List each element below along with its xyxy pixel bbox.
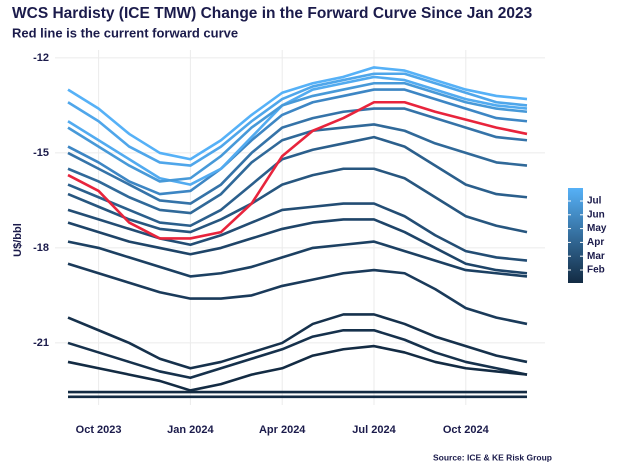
y-tick-label: -18 xyxy=(33,242,49,254)
series-line xyxy=(67,72,528,167)
series-line xyxy=(67,66,528,161)
legend-label: May xyxy=(587,223,607,234)
chart-subtitle: Red line is the current forward curve xyxy=(12,25,238,40)
series-line xyxy=(67,100,528,240)
legend-colorbar xyxy=(568,188,583,283)
series-line xyxy=(67,344,528,392)
x-tick-label: Jan 2024 xyxy=(167,424,214,436)
series-line xyxy=(67,328,528,380)
x-tick-label: Apr 2024 xyxy=(259,424,306,436)
y-tick-label: -15 xyxy=(33,147,49,159)
legend-label: Apr xyxy=(587,237,604,248)
series-line xyxy=(67,135,528,228)
series-line xyxy=(67,167,528,234)
series-line xyxy=(67,262,528,326)
series-line xyxy=(67,123,528,215)
y-axis-label: U$/bbl xyxy=(12,223,24,257)
series-line xyxy=(67,107,528,205)
series-line xyxy=(67,313,528,370)
legend-label: Mar xyxy=(587,251,605,262)
x-tick-label: Jul 2024 xyxy=(352,424,396,436)
legend-label: Jul xyxy=(587,196,602,207)
x-tick-label: Oct 2024 xyxy=(443,424,490,436)
y-tick-label: -12 xyxy=(33,52,49,64)
series-line xyxy=(67,88,528,196)
legend-label: Jun xyxy=(587,209,605,220)
series-line xyxy=(67,81,528,183)
series-line xyxy=(67,202,528,262)
series-line xyxy=(67,240,528,278)
x-tick-label: Oct 2023 xyxy=(76,424,122,436)
source: Source: ICE & KE Risk Group xyxy=(433,452,552,462)
series-line xyxy=(67,75,528,186)
chart-title: WCS Hardisty (ICE TMW) Change in the For… xyxy=(12,5,533,22)
y-tick-label: -21 xyxy=(33,337,49,349)
series-line xyxy=(67,218,528,275)
legend-label: Feb xyxy=(587,265,605,276)
